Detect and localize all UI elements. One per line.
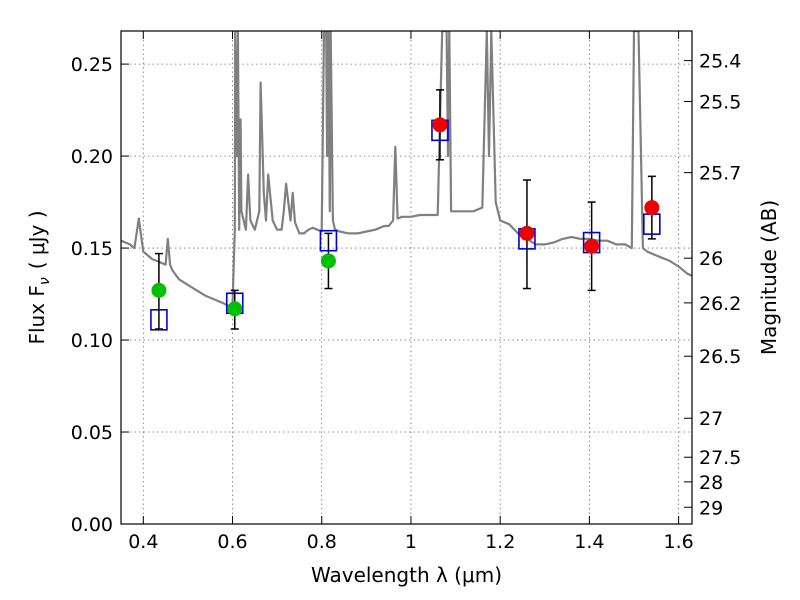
x-tick-label: 0.6 (217, 531, 247, 553)
y2-tick-label: 26.2 (699, 293, 741, 315)
x-axis-title: Wavelength λ (μm) (311, 563, 502, 587)
y2-tick-label: 25.7 (699, 163, 741, 185)
red-data-point (584, 238, 600, 254)
plot-area (121, 31, 692, 331)
x-tick-label: 1.2 (485, 531, 515, 553)
y2-axis-title: Magnitude (AB) (757, 200, 781, 355)
ticks: 0.4 0.6 0.8 1 1.2 1.4 1.6 0.00 0.05 0.10 0.15 0.20 0… (71, 31, 741, 553)
green-data-point (151, 282, 167, 298)
y-tick-label: 0.20 (71, 146, 113, 168)
plot-frame (120, 30, 693, 525)
x-tick-label: 0.4 (128, 531, 158, 553)
y-tick-label: 0.10 (71, 330, 113, 352)
green-data-point (227, 301, 243, 317)
x-tick-label: 1.6 (664, 531, 694, 553)
model-spectrum-line (121, 31, 692, 308)
y-tick-label: 0.25 (71, 54, 113, 76)
model-flux-square (319, 229, 338, 252)
y-tick-label: 0.00 (71, 514, 113, 536)
grid (121, 31, 692, 524)
x-tick-label: 0.8 (307, 531, 337, 553)
y-axis-title: Flux Fν( μJy ) (25, 210, 53, 344)
y2-tick-label: 25.4 (699, 51, 741, 73)
x-tick-label: 1.4 (574, 531, 604, 553)
y2-tick-label: 25.5 (699, 91, 741, 113)
y2-tick-label: 27 (699, 408, 723, 430)
y2-tick-label: 26.5 (699, 346, 741, 368)
green-data-point (320, 253, 336, 269)
y2-tick-label: 26 (699, 248, 723, 270)
red-data-point (432, 117, 448, 133)
model-flux-square (150, 309, 168, 331)
x-tick-label: 1 (405, 531, 417, 553)
y-tick-label: 0.15 (71, 238, 113, 260)
red-data-point (519, 225, 535, 241)
y-tick-label: 0.05 (71, 422, 113, 444)
y2-tick-label: 29 (699, 497, 723, 519)
y2-tick-label: 27.5 (699, 447, 741, 469)
y2-tick-label: 28 (699, 472, 723, 494)
red-data-point (644, 200, 660, 216)
